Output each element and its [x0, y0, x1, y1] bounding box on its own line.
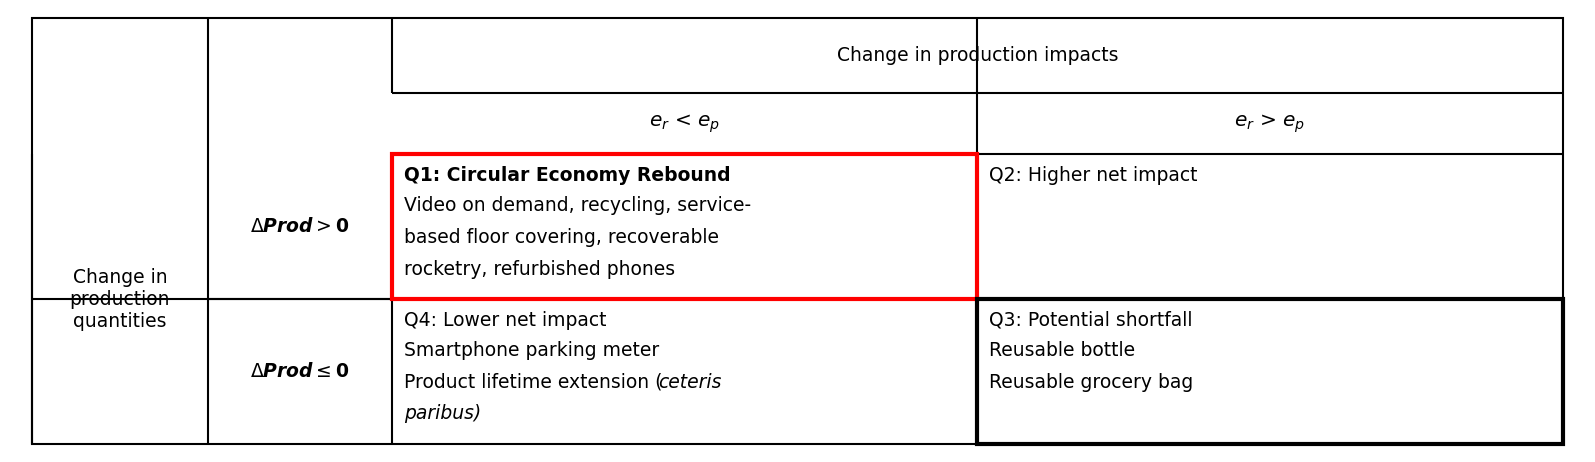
Bar — [976, 299, 1563, 444]
Text: $\mathbf{\mathit{e_r}}$ < $\mathbf{\mathit{e_p}}$: $\mathbf{\mathit{e_r}}$ < $\mathbf{\math… — [649, 112, 719, 135]
Text: Q1: Circular Economy Rebound: Q1: Circular Economy Rebound — [405, 166, 731, 185]
Text: Q2: Higher net impact: Q2: Higher net impact — [989, 166, 1198, 185]
Text: Change in production impacts: Change in production impacts — [837, 46, 1118, 65]
Text: Q3: Potential shortfall: Q3: Potential shortfall — [989, 310, 1193, 329]
Text: ceteris: ceteris — [657, 372, 721, 392]
Text: Reusable grocery bag: Reusable grocery bag — [989, 372, 1193, 392]
Text: based floor covering, recoverable: based floor covering, recoverable — [405, 228, 719, 247]
Bar — [392, 154, 976, 299]
Text: $\Delta\boldsymbol{Prod} \leq \mathbf{0}$: $\Delta\boldsymbol{Prod} \leq \mathbf{0}… — [250, 362, 349, 381]
Text: Q4: Lower net impact: Q4: Lower net impact — [405, 310, 608, 329]
Text: Reusable bottle: Reusable bottle — [989, 341, 1136, 360]
Text: $\mathbf{\mathit{e_r}}$ > $\mathbf{\mathit{e_p}}$: $\mathbf{\mathit{e_r}}$ > $\mathbf{\math… — [1235, 112, 1305, 135]
Text: $\Delta\boldsymbol{Prod} > \mathbf{0}$: $\Delta\boldsymbol{Prod} > \mathbf{0}$ — [250, 217, 349, 236]
Text: Video on demand, recycling, service-: Video on demand, recycling, service- — [405, 196, 751, 215]
Text: Product lifetime extension (: Product lifetime extension ( — [405, 372, 664, 392]
Text: Change in
production
quantities: Change in production quantities — [70, 267, 171, 330]
Text: paribus): paribus) — [405, 404, 482, 423]
Text: rocketry, refurbished phones: rocketry, refurbished phones — [405, 260, 676, 279]
Text: Smartphone parking meter: Smartphone parking meter — [405, 341, 660, 360]
